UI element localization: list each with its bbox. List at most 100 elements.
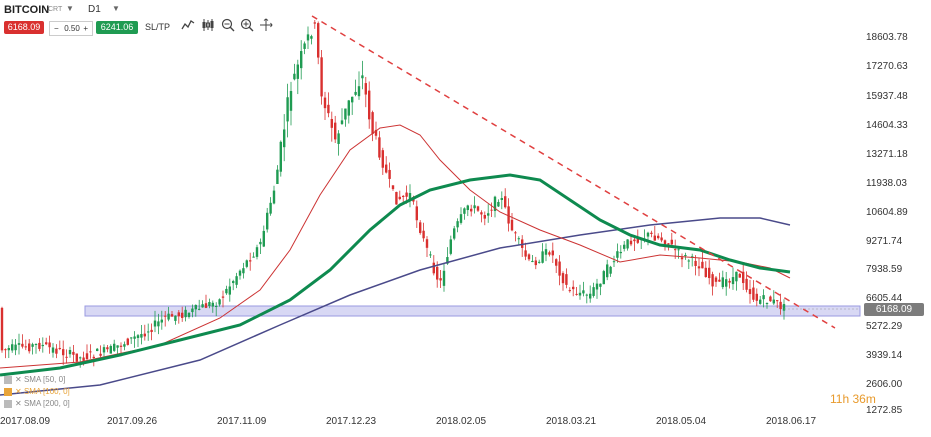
price-tick: 10604.89: [866, 207, 908, 218]
close-icon[interactable]: ✕: [15, 375, 22, 384]
legend-sma-50[interactable]: ✕ SMA [50, 0]: [4, 375, 65, 385]
candle-body: [646, 232, 650, 237]
candle-body: [589, 293, 592, 299]
candle-body: [470, 208, 473, 212]
candle-body: [517, 238, 520, 240]
lot-increase-icon[interactable]: +: [83, 24, 88, 33]
candle-body: [272, 190, 276, 204]
candle-body: [279, 141, 282, 172]
candle-body: [262, 230, 265, 247]
indicator-toggle-icon[interactable]: [4, 375, 12, 384]
candle-body: [41, 344, 44, 347]
candle-body: [310, 36, 313, 39]
candle-body: [133, 336, 136, 339]
legend-sma-200[interactable]: ✕ SMA [200, 0]: [4, 399, 70, 409]
candle-body: [663, 240, 667, 245]
legend-sma-100[interactable]: ✕ SMA [100, 0]: [4, 387, 70, 397]
candle-body: [487, 213, 490, 216]
candle-body: [456, 221, 459, 228]
candle-body: [575, 293, 578, 295]
lot-decrease-icon[interactable]: −: [54, 24, 59, 33]
candle-body: [211, 302, 214, 307]
candle-body: [170, 314, 174, 317]
candle-body: [371, 112, 374, 134]
candle-body: [160, 319, 163, 323]
candle-body: [347, 100, 350, 116]
trendline[interactable]: [311, 15, 836, 329]
legend-label: SMA [100, 0]: [23, 387, 70, 396]
candle-body: [194, 304, 197, 310]
candle-body: [391, 185, 395, 190]
candle-body: [45, 342, 48, 345]
candle-body: [748, 289, 752, 295]
candle-body: [616, 251, 619, 258]
sltp-button[interactable]: SL/TP: [145, 22, 171, 32]
candle-body: [395, 191, 398, 205]
close-icon[interactable]: ✕: [15, 387, 22, 396]
candle-body: [300, 51, 303, 69]
lot-value[interactable]: 0.50: [64, 24, 80, 33]
candle-body: [422, 230, 425, 239]
current-price-badge: 6168.09: [864, 303, 924, 316]
candle-body: [582, 290, 585, 294]
symbol-dropdown-icon[interactable]: ▼: [66, 4, 74, 13]
lot-stepper[interactable]: − 0.50 +: [49, 21, 93, 36]
close-icon[interactable]: ✕: [15, 399, 22, 408]
candles-icon[interactable]: [201, 18, 215, 32]
candle-body: [109, 345, 112, 354]
timeframe-dropdown-icon[interactable]: ▼: [112, 4, 120, 13]
candle-body: [323, 97, 327, 109]
indicator-toggle-icon[interactable]: [4, 399, 12, 408]
candle-body: [147, 331, 150, 333]
candle-body: [408, 193, 412, 201]
candle-body: [558, 261, 561, 276]
candle-body: [595, 283, 599, 290]
candle-body: [296, 64, 299, 79]
crosshair-icon[interactable]: [259, 18, 273, 32]
price-tick: 18603.78: [866, 32, 908, 43]
candle-body: [612, 261, 616, 263]
price-tick: 6605.44: [866, 293, 903, 304]
symbol-name[interactable]: BITCOIN: [4, 4, 50, 16]
candle-body: [463, 208, 466, 214]
candle-body: [51, 347, 55, 353]
candle-body: [0, 307, 4, 351]
zoom-out-icon[interactable]: [221, 18, 235, 32]
candle-body: [7, 348, 10, 351]
candle-body: [357, 86, 361, 97]
price-tick: 7938.59: [866, 264, 903, 275]
candle-body: [633, 239, 636, 242]
candle-body: [561, 273, 565, 284]
candle-body: [629, 240, 633, 245]
candle-body: [626, 239, 629, 249]
candle-body: [466, 205, 469, 211]
candle-body: [225, 288, 228, 294]
candle-body: [769, 296, 772, 302]
candle-body: [653, 235, 656, 241]
candle-body: [269, 202, 272, 214]
candle-body: [527, 254, 531, 260]
price-tick: 15937.48: [866, 91, 908, 102]
support-zone[interactable]: [84, 305, 861, 317]
line-chart-icon[interactable]: [181, 18, 195, 32]
zoom-in-icon[interactable]: [240, 18, 254, 32]
candle-body: [344, 108, 347, 120]
sma-100-line: [0, 124, 791, 369]
indicator-toggle-icon[interactable]: [4, 387, 12, 396]
candle-body: [228, 286, 231, 295]
candle-body: [378, 137, 381, 158]
date-tick: 2018.05.04: [656, 416, 707, 427]
candle-body: [490, 209, 493, 211]
candle-body: [602, 271, 605, 285]
candle-body: [208, 302, 211, 306]
countdown-minutes: 36: [852, 392, 866, 406]
candle-body: [670, 239, 673, 245]
timeframe-select[interactable]: D1: [88, 4, 101, 15]
candlesticks: [0, 20, 786, 368]
candle-body: [510, 219, 514, 231]
buy-button[interactable]: 6241.06: [96, 21, 138, 34]
candle-body: [476, 206, 480, 211]
sell-button[interactable]: 6168.09: [4, 21, 44, 34]
candle-body: [334, 122, 337, 140]
